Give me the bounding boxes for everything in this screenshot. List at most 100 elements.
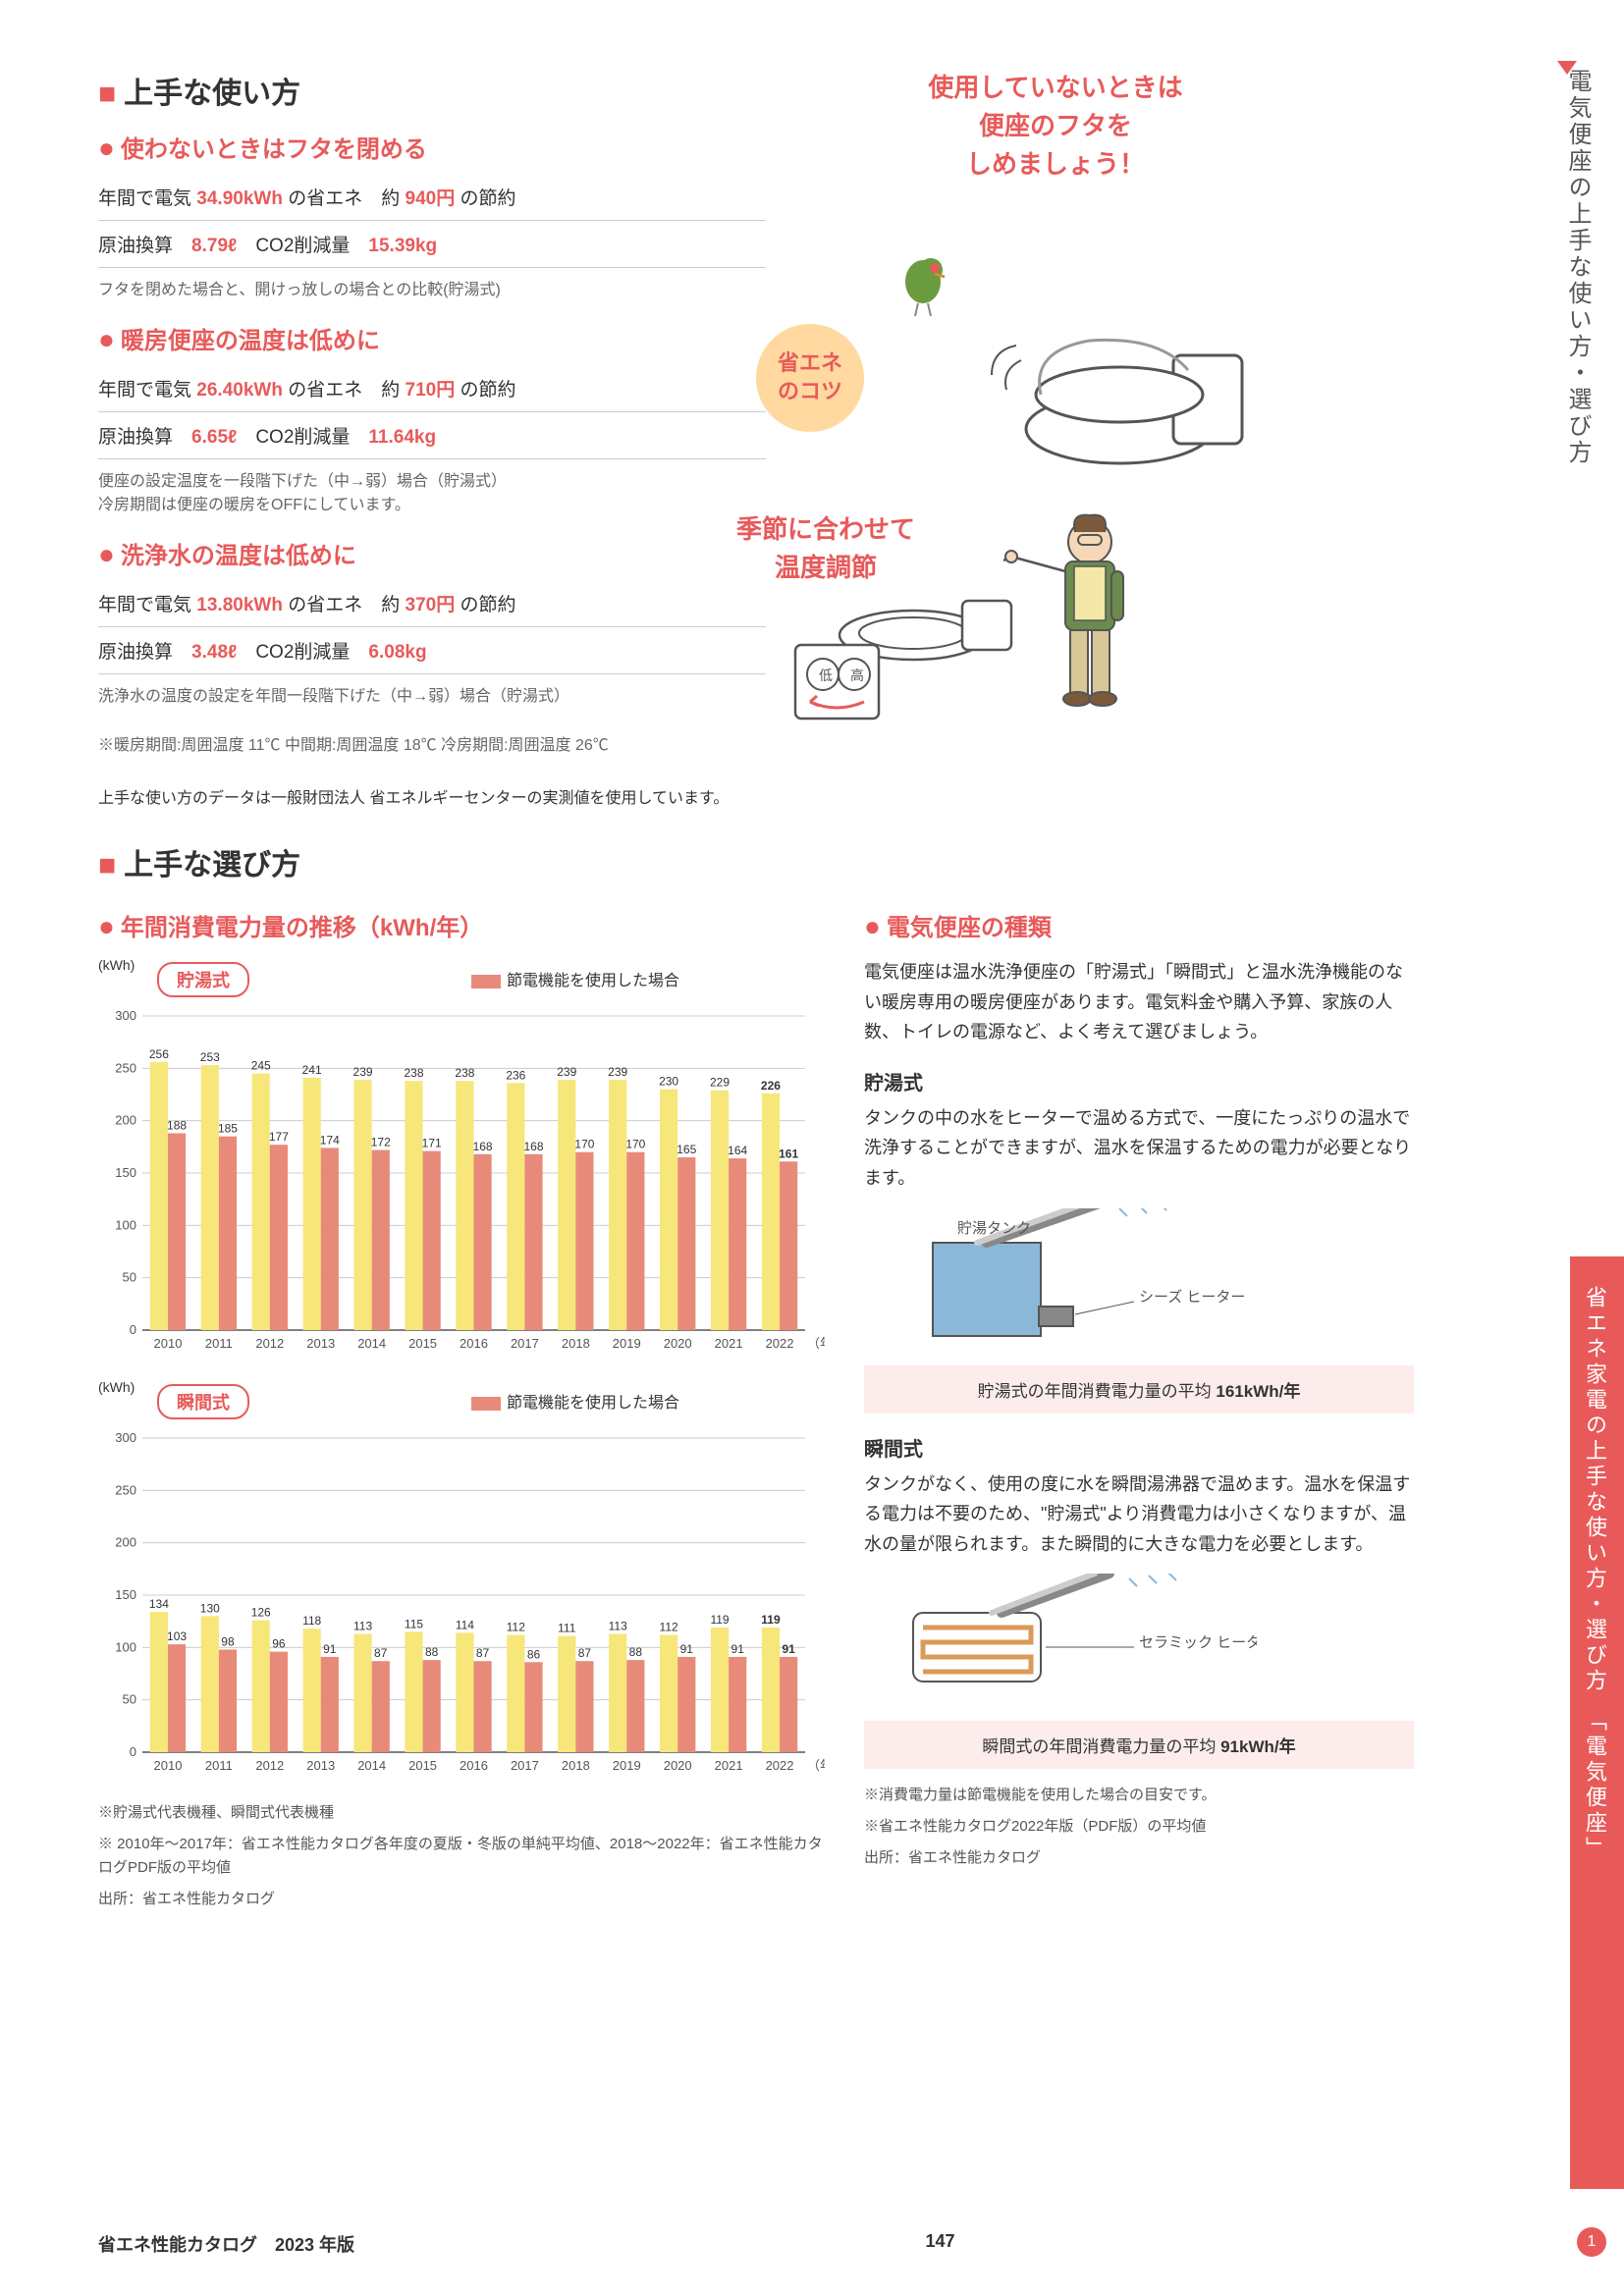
svg-text:2012: 2012: [255, 1336, 284, 1351]
svg-text:161: 161: [779, 1147, 798, 1160]
type2-box: 瞬間式の年間消費電力量の平均 91kWh/年: [864, 1721, 1414, 1769]
svg-text:87: 87: [476, 1646, 490, 1660]
page-circle: 1: [1577, 2227, 1606, 2257]
svg-text:200: 200: [115, 1535, 136, 1550]
illustration-area: 使用していないときは 便座のフタを しめましょう！ 省エネ のコツ: [785, 69, 1326, 717]
svg-text:250: 250: [115, 1060, 136, 1075]
svg-text:165: 165: [677, 1143, 696, 1156]
svg-text:170: 170: [574, 1138, 594, 1151]
svg-text:2017: 2017: [511, 1336, 539, 1351]
type1-heading: 貯湯式: [864, 1067, 1414, 1095]
type2-diagram: セラミック ヒーター: [864, 1574, 1414, 1706]
chart2-svg: 0501001502002503001341032010130982011126…: [98, 1409, 825, 1791]
footer-left: 省エネ性能カタログ 2023 年版: [98, 2231, 354, 2257]
svg-text:119: 119: [710, 1613, 729, 1627]
chart-note1: ※貯湯式代表機種、瞬間式代表機種: [98, 1801, 825, 1825]
svg-text:2018: 2018: [562, 1336, 590, 1351]
svg-text:164: 164: [728, 1144, 747, 1157]
type1-diagram: 貯湯タンク シーズ ヒーター: [864, 1208, 1414, 1351]
svg-text:188: 188: [167, 1118, 187, 1132]
svg-text:91: 91: [323, 1642, 337, 1656]
svg-text:239: 239: [557, 1065, 576, 1079]
svg-text:168: 168: [523, 1140, 543, 1153]
info-column: ●電気便座の種類 電気便座は温水洗浄便座の「貯湯式」「瞬間式」と温水洗浄機能のな…: [864, 908, 1414, 1911]
tip3-title: ●洗浄水の温度は低めに: [98, 536, 766, 570]
svg-text:100: 100: [115, 1639, 136, 1654]
svg-text:91: 91: [782, 1642, 795, 1656]
footer: 省エネ性能カタログ 2023 年版 147: [98, 2231, 1526, 2257]
tip3-row1: 年間で電気 13.80kWh の省エネ 約 370円 の節約: [98, 580, 766, 627]
svg-text:91: 91: [731, 1642, 745, 1656]
svg-text:229: 229: [710, 1076, 730, 1090]
svg-text:112: 112: [660, 1621, 678, 1634]
svg-text:174: 174: [320, 1133, 340, 1147]
footer-page: 147: [926, 2231, 955, 2257]
svg-text:86: 86: [527, 1647, 541, 1661]
svg-text:200: 200: [115, 1113, 136, 1128]
svg-text:98: 98: [221, 1634, 235, 1648]
svg-text:2019: 2019: [613, 1336, 641, 1351]
svg-text:150: 150: [115, 1587, 136, 1602]
svg-text:256: 256: [149, 1047, 169, 1061]
svg-text:2022: 2022: [766, 1336, 794, 1351]
speech-close-lid: 使用していないときは 便座のフタを しめましょう！: [785, 69, 1326, 184]
chart1-box: (kWh) 貯湯式 節電機能を使用した場合 050100150200250300…: [98, 957, 825, 1369]
svg-text:126: 126: [251, 1606, 271, 1620]
svg-text:134: 134: [149, 1597, 169, 1611]
svg-text:185: 185: [218, 1122, 238, 1136]
section-choose-title: ■上手な選び方: [98, 840, 1526, 883]
svg-text:250: 250: [115, 1482, 136, 1497]
svg-text:0: 0: [130, 1322, 136, 1337]
tip2-note: 便座の設定温度を一段階下げた（中→弱）場合（貯湯式） 冷房期間は便座の暖房をOF…: [98, 459, 766, 522]
svg-text:2021: 2021: [715, 1758, 743, 1773]
tip1-row1: 年間で電気 34.90kWh の省エネ 約 940円 の節約: [98, 174, 766, 221]
tip3-row2: 原油換算 3.48ℓ CO2削減量 6.08kg: [98, 627, 766, 674]
svg-text:177: 177: [269, 1130, 289, 1144]
svg-text:115: 115: [405, 1617, 423, 1630]
type1-box: 貯湯式の年間消費電力量の平均 161kWh/年: [864, 1365, 1414, 1414]
svg-text:（年）: （年）: [807, 1336, 825, 1351]
svg-text:2013: 2013: [306, 1336, 335, 1351]
svg-text:2022: 2022: [766, 1758, 794, 1773]
svg-text:239: 239: [353, 1065, 373, 1079]
types-title: ●電気便座の種類: [864, 908, 1414, 942]
svg-text:111: 111: [558, 1622, 576, 1635]
svg-text:2015: 2015: [408, 1336, 437, 1351]
svg-text:2014: 2014: [357, 1758, 386, 1773]
svg-text:2010: 2010: [154, 1336, 183, 1351]
svg-text:87: 87: [578, 1646, 592, 1660]
svg-text:236: 236: [506, 1068, 525, 1082]
svg-text:171: 171: [422, 1137, 442, 1150]
svg-text:130: 130: [200, 1601, 220, 1615]
svg-text:0: 0: [130, 1744, 136, 1759]
svg-text:シーズ ヒーター: シーズ ヒーター: [1139, 1289, 1245, 1306]
svg-text:50: 50: [123, 1270, 136, 1285]
svg-text:253: 253: [200, 1050, 220, 1064]
svg-text:300: 300: [115, 1008, 136, 1023]
svg-text:2012: 2012: [255, 1758, 284, 1773]
svg-text:2016: 2016: [460, 1336, 488, 1351]
svg-text:2021: 2021: [715, 1336, 743, 1351]
svg-text:低: 低: [819, 667, 833, 683]
types-note3: 出所：省エネ性能カタログ: [864, 1846, 1414, 1870]
chart1-ylabel: (kWh): [98, 957, 135, 973]
tip2-title: ●暖房便座の温度は低めに: [98, 321, 766, 355]
svg-text:2016: 2016: [460, 1758, 488, 1773]
type2-heading: 瞬間式: [864, 1433, 1414, 1462]
chart-note3: 出所：省エネ性能カタログ: [98, 1888, 825, 1911]
svg-text:239: 239: [608, 1065, 627, 1079]
tip2-row1: 年間で電気 26.40kWh の省エネ 約 710円 の節約: [98, 365, 766, 412]
svg-text:貯湯タンク: 貯湯タンク: [957, 1220, 1031, 1237]
temp-note: ※暖房期間:周囲温度 11℃ 中間期:周囲温度 18℃ 冷房期間:周囲温度 26…: [98, 723, 766, 763]
source-note: 上手な使い方のデータは一般財団法人 省エネルギーセンターの実測値を使用しています…: [98, 776, 766, 816]
tip2-row2: 原油換算 6.65ℓ CO2削減量 11.64kg: [98, 412, 766, 459]
svg-text:2015: 2015: [408, 1758, 437, 1773]
svg-text:2011: 2011: [205, 1336, 233, 1351]
svg-text:100: 100: [115, 1217, 136, 1232]
svg-text:170: 170: [625, 1138, 645, 1151]
svg-text:103: 103: [167, 1629, 187, 1643]
svg-text:2010: 2010: [154, 1758, 183, 1773]
tip3-note: 洗浄水の温度の設定を年間一段階下げた（中→弱）場合（貯湯式）: [98, 674, 766, 714]
svg-text:150: 150: [115, 1165, 136, 1180]
svg-text:112: 112: [507, 1621, 525, 1634]
